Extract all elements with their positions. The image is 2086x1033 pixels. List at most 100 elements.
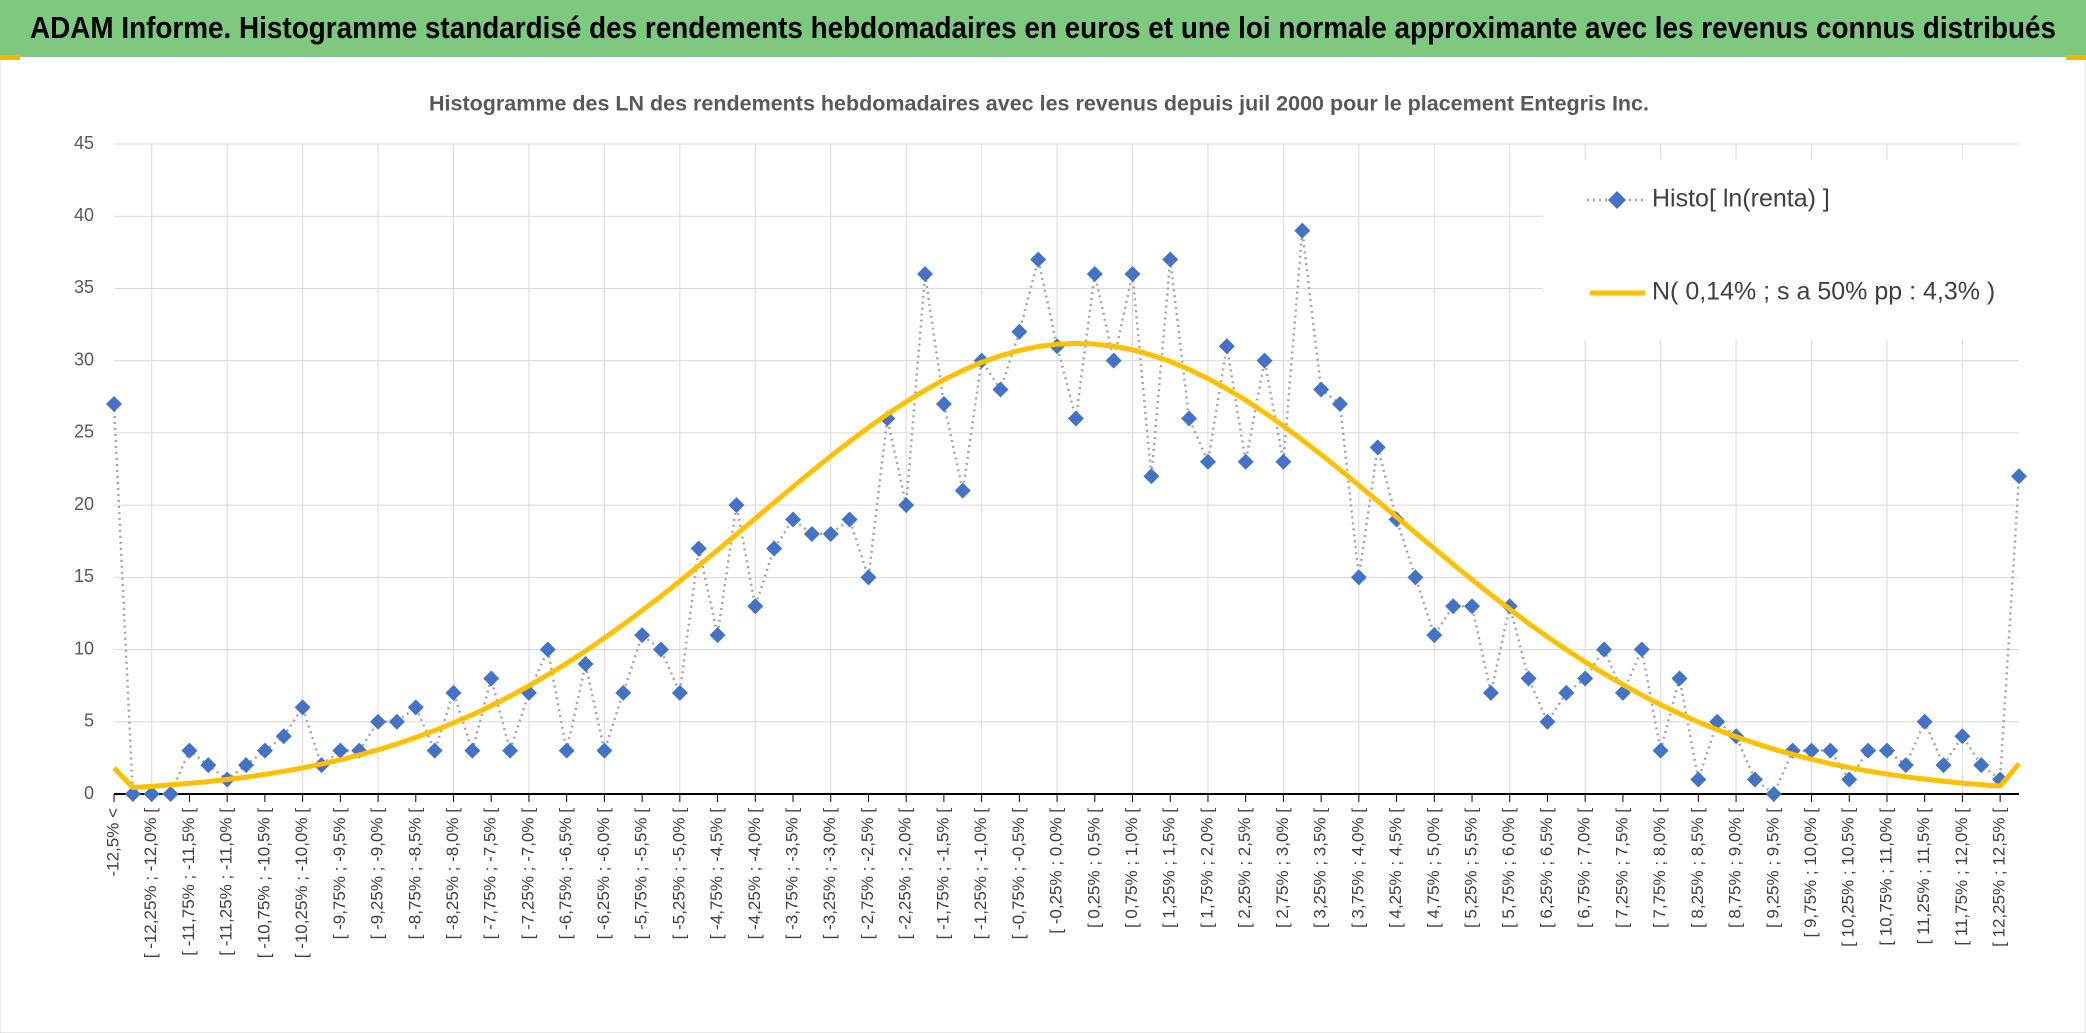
data-point bbox=[728, 497, 745, 514]
data-point bbox=[898, 497, 915, 514]
y-tick-label: 15 bbox=[74, 566, 94, 586]
data-point bbox=[935, 396, 952, 412]
data-point bbox=[1954, 728, 1971, 745]
data-point bbox=[766, 540, 783, 557]
series-line bbox=[112, 230, 2021, 796]
data-point bbox=[1445, 598, 1462, 615]
x-tick-label: [ 10,25% ; 10,5% [ bbox=[1839, 808, 1858, 947]
data-point bbox=[1935, 757, 1952, 774]
x-tick-label: [ 1,75% ; 2,0% [ bbox=[1197, 808, 1216, 928]
data-point bbox=[464, 742, 481, 759]
x-tick-label: [ -4,75% ; -4,5% [ bbox=[707, 808, 726, 940]
x-tick-label: [ 9,25% ; 9,5% [ bbox=[1763, 808, 1782, 928]
data-point bbox=[143, 786, 160, 802]
data-point bbox=[1350, 569, 1367, 586]
x-tick-label: [ -0,25% ; 0,0% [ bbox=[1047, 808, 1066, 934]
header-bar bbox=[0, 0, 2086, 57]
data-point bbox=[1407, 569, 1424, 586]
corner-accent bbox=[0, 55, 20, 60]
data-point bbox=[426, 742, 443, 759]
x-tick-label: [ 8,75% ; 9,0% [ bbox=[1726, 808, 1745, 928]
legend-label: Histo[ ln(renta) ] bbox=[1652, 185, 1830, 213]
data-point bbox=[652, 641, 669, 658]
data-point bbox=[200, 757, 217, 774]
data-point bbox=[1633, 641, 1650, 658]
x-tick-label: [ 3,75% ; 4,0% [ bbox=[1348, 808, 1367, 928]
data-point bbox=[275, 728, 292, 745]
x-tick-label: [ -9,75% ; -9,5% [ bbox=[330, 808, 349, 940]
data-point bbox=[124, 786, 141, 802]
x-tick-label: [ 1,25% ; 1,5% [ bbox=[1160, 808, 1179, 928]
data-point bbox=[634, 627, 651, 644]
data-point bbox=[747, 598, 764, 615]
x-tick-label: [ -2,75% ; -2,5% [ bbox=[858, 808, 877, 940]
y-tick-label: 0 bbox=[84, 783, 94, 803]
x-tick-label: [ -7,75% ; -7,5% [ bbox=[481, 808, 500, 940]
data-point bbox=[1973, 757, 1990, 774]
x-tick-label: [ 7,25% ; 7,5% [ bbox=[1612, 808, 1631, 928]
data-point bbox=[1464, 598, 1481, 615]
data-point bbox=[860, 569, 877, 586]
data-point bbox=[181, 742, 198, 759]
data-point bbox=[917, 266, 934, 282]
data-point bbox=[388, 713, 405, 730]
x-tick-label: [ 5,25% ; 5,5% [ bbox=[1462, 808, 1481, 928]
y-tick-label: 5 bbox=[84, 711, 94, 731]
data-point bbox=[1916, 713, 1933, 730]
data-point bbox=[1124, 266, 1141, 282]
data-point bbox=[1294, 222, 1311, 239]
data-point bbox=[596, 742, 613, 759]
y-tick-label: 30 bbox=[74, 349, 94, 369]
x-tick-label: [ -2,25% ; -2,0% [ bbox=[896, 808, 915, 940]
x-tick-label: [ 12,25% ; 12,5% [ bbox=[1990, 808, 2009, 947]
y-tick-label: 10 bbox=[74, 638, 94, 658]
x-tick-label: [ 11,75% ; 12,0% [ bbox=[1952, 808, 1971, 946]
x-tick-label: [ -9,25% ; -9,0% [ bbox=[368, 808, 387, 940]
x-tick-label: [ 0,75% ; 1,0% [ bbox=[1122, 808, 1141, 928]
data-point bbox=[1746, 771, 1763, 788]
data-point bbox=[1369, 439, 1386, 456]
data-point bbox=[1162, 251, 1179, 268]
corner-accent bbox=[2066, 55, 2086, 60]
data-point bbox=[785, 511, 802, 528]
legend-marker bbox=[1608, 191, 1626, 209]
x-tick-label: [ -5,75% ; -5,5% [ bbox=[632, 808, 651, 940]
data-point bbox=[1030, 251, 1047, 268]
x-tick-label: [ 5,75% ; 6,0% [ bbox=[1499, 808, 1518, 928]
x-tick-label: [ 6,25% ; 6,5% [ bbox=[1537, 808, 1556, 928]
data-point bbox=[690, 540, 707, 557]
data-point bbox=[1822, 742, 1839, 759]
x-tick-label: [ 3,25% ; 3,5% [ bbox=[1311, 808, 1330, 928]
data-point bbox=[1331, 396, 1348, 412]
data-point bbox=[1596, 641, 1613, 658]
x-tick-label: [ -10,25% ; -10,0% [ bbox=[292, 808, 311, 959]
y-tick-label: 35 bbox=[74, 277, 94, 297]
data-point bbox=[483, 670, 500, 687]
x-tick-label: [ -12,25% ; -12,0% [ bbox=[141, 808, 160, 959]
x-tick-label: [ 0,25% ; 0,5% [ bbox=[1084, 808, 1103, 928]
data-point bbox=[2011, 468, 2027, 485]
data-point bbox=[445, 684, 462, 701]
data-point bbox=[1765, 786, 1782, 802]
data-point bbox=[502, 742, 519, 759]
data-point bbox=[1011, 323, 1028, 340]
data-point bbox=[1426, 627, 1443, 644]
series-line bbox=[112, 340, 2021, 790]
data-point bbox=[539, 641, 556, 658]
data-point bbox=[954, 482, 971, 499]
x-tick-label: [ -1,75% ; -1,5% [ bbox=[933, 808, 952, 940]
data-point bbox=[1539, 713, 1556, 730]
data-point bbox=[1199, 453, 1216, 470]
legend-box bbox=[1543, 160, 2023, 340]
x-tick-label: -12,5% < bbox=[103, 808, 122, 877]
data-point bbox=[1237, 453, 1254, 470]
data-point bbox=[1181, 410, 1198, 427]
data-point bbox=[294, 699, 311, 716]
data-point bbox=[332, 742, 349, 759]
data-point bbox=[1878, 742, 1895, 759]
x-tick-label: [ -11,25% ; -11,0% [ bbox=[217, 808, 236, 956]
data-point bbox=[1275, 453, 1292, 470]
chart-title: Histogramme des LN des rendements hebdom… bbox=[429, 93, 1649, 116]
x-tick-label: [ -6,25% ; -6,0% [ bbox=[594, 808, 613, 940]
